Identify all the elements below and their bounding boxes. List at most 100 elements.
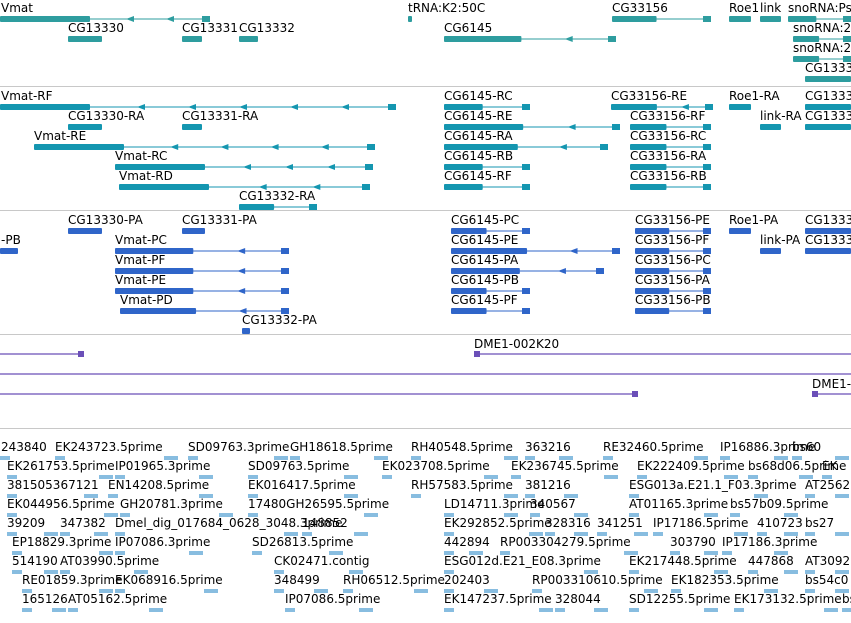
feature-sd12255-5prime[interactable]: SD12255.5prime (629, 592, 730, 612)
feature-cg13331-pa[interactable]: CG13331-PA (182, 213, 258, 234)
feature-cg13330-ra[interactable]: CG13330-RA (68, 109, 145, 130)
feature-243840[interactable]: 243840 (0, 440, 47, 460)
feature-ek173132-5prime[interactable]: EK173132.5prime (734, 592, 842, 612)
feature-ep18829-3prime[interactable]: EP18829.3prime (12, 535, 113, 555)
feature-at05162-5prime[interactable]: AT05162.5prime (68, 592, 167, 612)
feature-165126[interactable]: 165126 (22, 592, 68, 612)
feature-cg6145-rb[interactable]: CG6145-RB (444, 149, 530, 170)
feature-vmat-pd[interactable]: Vmat-PD (120, 293, 289, 314)
feature-410723[interactable]: 410723 (757, 516, 803, 536)
feature-unnamed[interactable] (0, 351, 84, 357)
feature-unnamed[interactable] (0, 391, 638, 397)
feature-at01165-3prime[interactable]: AT01165.3prime (629, 497, 728, 517)
feature-gh18618-5prime[interactable]: GH18618.5prime (290, 440, 393, 460)
feature-347382[interactable]: 347382 (60, 516, 108, 536)
feature-re01859-3prime[interactable]: RE01859.3prime (22, 573, 123, 593)
feature-cg6145-pb[interactable]: CG6145-PB (451, 273, 530, 294)
feature-bs60[interactable]: bs60 (792, 440, 849, 460)
feature-rh06512-5prime[interactable]: RH06512.5prime (343, 573, 445, 593)
feature-snorna-2[interactable]: snoRNA:2 (793, 41, 851, 62)
feature-vmat[interactable]: Vmat (0, 1, 210, 22)
feature-ek292852-5prime[interactable]: EK292852.5prime (444, 516, 552, 536)
feature-trna-k2-50c[interactable]: tRNA:K2:50C (408, 1, 485, 22)
feature-vmat-rd[interactable]: Vmat-RD (119, 169, 370, 190)
feature-link-pa[interactable]: link-PA (760, 233, 801, 254)
feature-link-ra[interactable]: link-RA (760, 109, 802, 130)
feature-roe1-pa[interactable]: Roe1-PA (729, 213, 779, 234)
feature-cg6145-pc[interactable]: CG6145-PC (451, 213, 530, 234)
feature-328316[interactable]: 328316 (545, 516, 591, 536)
feature-cg6145-pa[interactable]: CG6145-PA (451, 253, 604, 274)
feature-bs[interactable]: bs (842, 592, 851, 612)
feature-148852[interactable]: 148852 (302, 516, 368, 536)
feature-cg33156-ra[interactable]: CG33156-RA (630, 149, 711, 170)
feature-ek182353-5prime[interactable]: EK182353.5prime (671, 573, 779, 593)
feature-ip16886-3prime[interactable]: IP16886.3prime (720, 440, 815, 460)
feature-cg6145-pe[interactable]: CG6145-PE (451, 233, 620, 254)
feature-ip01965-3prime[interactable]: IP01965.3prime (115, 459, 213, 479)
feature-cg13330[interactable]: CG13330 (68, 21, 124, 42)
feature-rp003304279-5prime[interactable]: RP003304279.5prime (500, 535, 638, 555)
feature-340567[interactable]: 340567 (530, 497, 588, 517)
feature-snorna-2r[interactable]: snoRNA:2R (793, 21, 851, 42)
feature-at3092[interactable]: AT3092 (805, 554, 850, 574)
feature-sd09763-3prime[interactable]: SD09763.3prime (188, 440, 289, 460)
feature-ek023708-5prime[interactable]: EK023708.5prime (382, 459, 498, 479)
feature-cg33156-pe[interactable]: CG33156-PE (635, 213, 711, 234)
feature-cg13331[interactable]: CG13331 (182, 21, 238, 42)
feature-gh20781-3prime[interactable]: GH20781.3prime (120, 497, 233, 517)
feature-cg6145-pf[interactable]: CG6145-PF (451, 293, 530, 314)
feature-dme1-002k20[interactable]: DME1-002K20 (474, 337, 851, 357)
feature-dmel-dig-017684-0628-3048-3prime[interactable]: Dmel_dig_017684_0628_3048.3prime (115, 516, 343, 536)
feature-snorna-psi[interactable]: snoRNA:Psi (788, 1, 851, 22)
feature-vmat-pe[interactable]: Vmat-PE (115, 273, 289, 294)
feature-cg13332-pa[interactable]: CG13332-PA (242, 313, 318, 334)
feature-ek222409-5prime[interactable]: EK222409.5prime (637, 459, 745, 479)
feature-pb[interactable]: -PB (0, 233, 21, 254)
feature-cg1333[interactable]: CG1333 (805, 109, 851, 130)
feature-303790[interactable]: 303790 (670, 535, 718, 555)
feature-442894[interactable]: 442894 (444, 535, 490, 555)
feature-vmat-rc[interactable]: Vmat-RC (115, 149, 373, 170)
feature-ip17186-5prime[interactable]: IP17186.5prime (653, 516, 748, 536)
feature-re32460-5prime[interactable]: RE32460.5prime (603, 440, 708, 460)
feature-sd09763-5prime[interactable]: SD09763.5prime (248, 459, 358, 479)
feature-cg13331-ra[interactable]: CG13331-RA (182, 109, 259, 130)
feature-cg1333[interactable]: CG1333 (805, 89, 851, 110)
feature-cg1333[interactable]: CG1333 (805, 61, 851, 82)
feature-ek147237-5prime[interactable]: EK147237.5prime (444, 592, 553, 612)
feature-ek243723-5prime[interactable]: EK243723.5prime (55, 440, 178, 460)
feature-ek[interactable]: EK (822, 459, 839, 479)
feature-ek261753-5prime[interactable]: EK261753.5prime (7, 459, 115, 479)
feature-rp003310610-5prime[interactable]: RP003310610.5prime (532, 573, 663, 593)
feature-cg13332-ra[interactable]: CG13332-RA (239, 189, 317, 210)
feature-ek016417-5prime[interactable]: EK016417.5prime (248, 478, 358, 498)
feature-328044[interactable]: 328044 (555, 592, 608, 612)
feature-ck02471-contig[interactable]: CK02471.contig (274, 554, 369, 574)
feature-cg6145[interactable]: CG6145 (444, 21, 616, 42)
feature-cg33156-rf[interactable]: CG33156-RF (630, 109, 711, 130)
feature-ek068916-5prime[interactable]: EK068916.5prime (115, 573, 223, 593)
feature-cg6145-rc[interactable]: CG6145-RC (444, 89, 530, 110)
feature-cg6145-rf[interactable]: CG6145-RF (444, 169, 530, 190)
feature-esg013a-e21-1-f03-3prime[interactable]: ESG013a.E21.1_F03.3prime (629, 478, 796, 498)
feature-vmat-pf[interactable]: Vmat-PF (115, 253, 289, 274)
feature-381216[interactable]: 381216 (525, 478, 578, 498)
feature-cg33156-re[interactable]: CG33156-RE (611, 89, 713, 110)
feature-514190[interactable]: 514190 (12, 554, 58, 574)
feature-cg33156-rc[interactable]: CG33156-RC (630, 129, 711, 150)
feature-cg6145-ra[interactable]: CG6145-RA (444, 129, 608, 150)
feature-cg33156-rb[interactable]: CG33156-RB (630, 169, 711, 190)
feature-341251[interactable]: 341251 (597, 516, 648, 536)
feature-447868[interactable]: 447868 (748, 554, 798, 574)
feature-rh57583-5prime[interactable]: RH57583.5prime (411, 478, 518, 498)
feature-bs57b09-5prime[interactable]: bs57b09.5prime (730, 497, 828, 517)
feature-roe1[interactable]: Roe1 (729, 1, 759, 22)
feature-sd26813-5prime[interactable]: SD26813.5prime (252, 535, 353, 555)
feature-cg13332[interactable]: CG13332 (239, 21, 295, 42)
feature-348499[interactable]: 348499 (274, 573, 328, 593)
feature-202403[interactable]: 202403 (444, 573, 498, 593)
feature-ip07086-5prime[interactable]: IP07086.5prime (285, 592, 380, 612)
feature-cg33156-pf[interactable]: CG33156-PF (635, 233, 711, 254)
feature-39209[interactable]: 39209 (7, 516, 58, 536)
